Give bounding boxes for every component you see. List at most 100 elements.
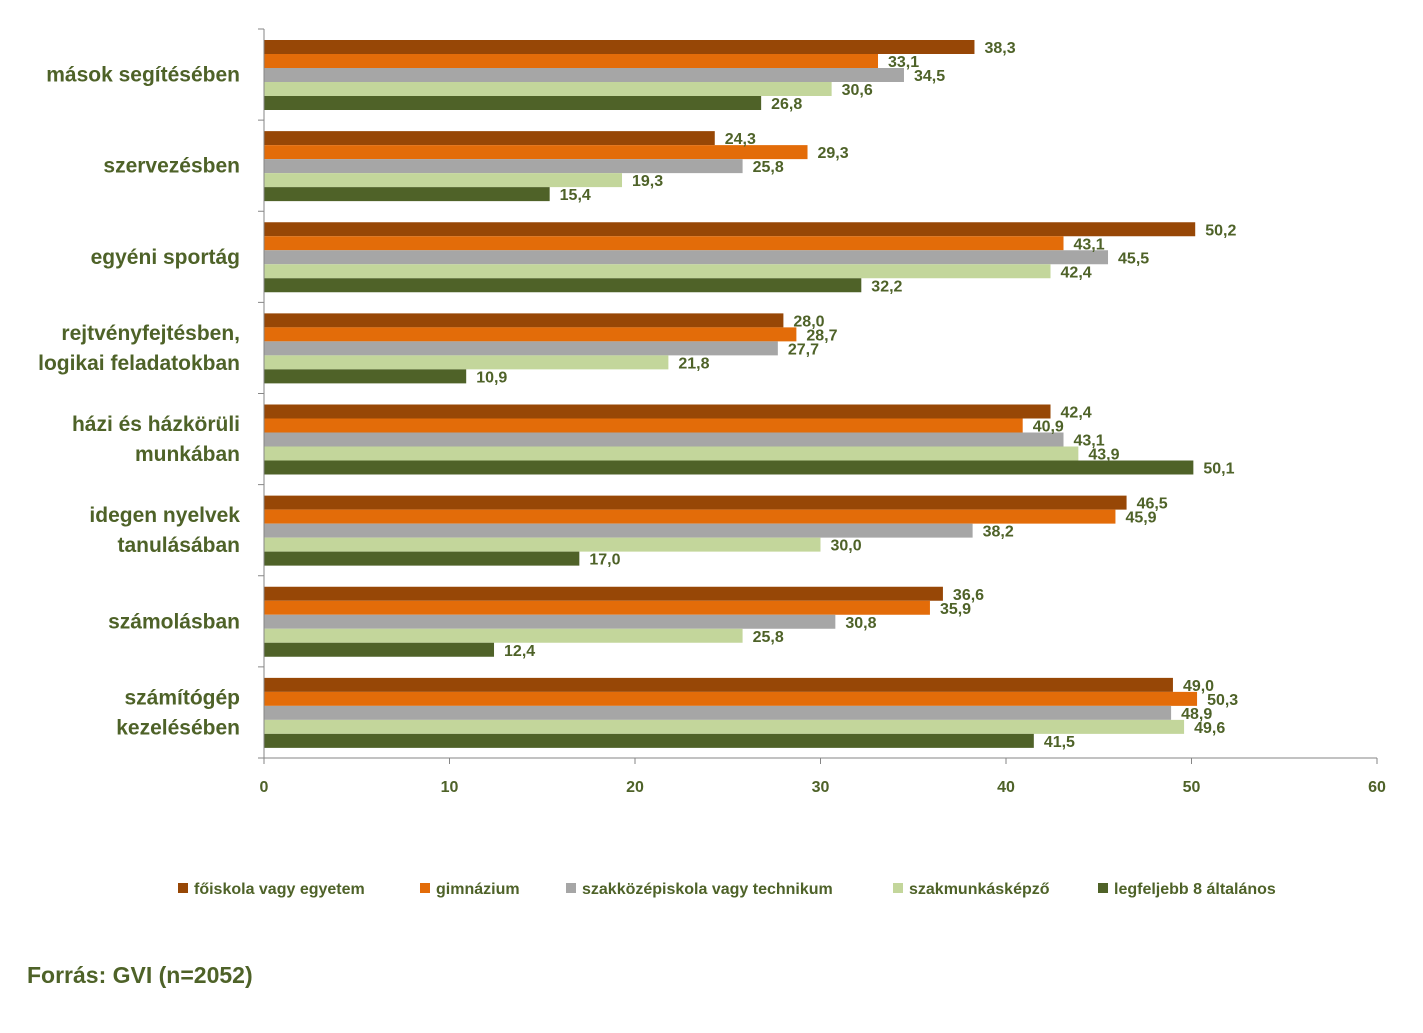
x-tick-label: 50 [1183, 779, 1201, 796]
data-label: 43,1 [1074, 433, 1105, 450]
bar-4-3 [264, 264, 1051, 279]
data-labels-layer: 38,3 24,3 50,2 28,0 42,4 46,5 36,6 49,0 33,1 29,3… [476, 40, 1238, 751]
category-label: szervezésben [103, 155, 240, 178]
data-label: 50,2 [1205, 222, 1236, 239]
bar-3-1 [264, 68, 904, 82]
bar-3-6 [264, 523, 973, 538]
data-label: 10,9 [476, 369, 507, 386]
category-label: számolásban [108, 610, 240, 633]
x-tick-label: 30 [812, 779, 830, 796]
data-label: 42,4 [1061, 405, 1092, 422]
category-label: idegen nyelvek tanulásában [89, 504, 240, 557]
bar-5-7 [264, 642, 495, 657]
x-tick-label: 10 [441, 779, 459, 796]
data-label: 49,6 [1194, 720, 1225, 737]
data-label: 43,9 [1088, 447, 1119, 464]
bar-5-6 [264, 551, 580, 566]
bar-2-8 [264, 691, 1198, 706]
bar-4-5 [264, 446, 1079, 461]
data-label: 46,5 [1137, 496, 1168, 513]
x-tick-label: 0 [260, 779, 269, 796]
data-label: 17,0 [589, 552, 620, 569]
legend-swatch [566, 883, 576, 893]
bar-2-2 [264, 145, 808, 160]
data-label: 33,1 [888, 54, 919, 71]
data-label: 32,2 [871, 278, 902, 295]
category-label: házi és házkörüli munkában [72, 413, 240, 466]
x-tick-label: 60 [1368, 779, 1386, 796]
data-label: 38,2 [983, 524, 1014, 541]
data-label: 36,6 [953, 587, 984, 604]
data-label: 48,9 [1181, 706, 1212, 723]
category-label: rejtvényfejtésben, logikai feladatokban [38, 322, 240, 375]
bar-5-2 [264, 187, 550, 202]
bar-1-2 [264, 131, 715, 146]
bar-5-4 [264, 369, 467, 384]
bar-3-8 [264, 705, 1172, 720]
data-label: 24,3 [725, 131, 756, 148]
bar-5-8 [264, 733, 1034, 748]
bar-2-6 [264, 509, 1116, 524]
bar-5-3 [264, 278, 862, 293]
bar-3-3 [264, 250, 1109, 265]
bar-1-6 [264, 495, 1127, 510]
bar-2-3 [264, 236, 1064, 251]
category-labels-layer: mások segítésében szervezésben egyéni spor… [38, 64, 240, 740]
bar-2-5 [264, 418, 1023, 433]
data-label: 30,6 [842, 82, 873, 99]
bar-4-4 [264, 355, 669, 370]
legend: főiskola vagy egyetem gimnázium szakközépi… [178, 881, 1276, 898]
data-label: 43,1 [1074, 236, 1105, 253]
bar-1-1 [264, 40, 975, 54]
x-tick-label: 20 [626, 779, 644, 796]
bar-1-4 [264, 313, 784, 328]
data-label: 40,9 [1033, 419, 1064, 436]
legend-label: gimnázium [436, 881, 520, 898]
data-label: 15,4 [560, 187, 591, 204]
category-label: mások segítésében [46, 64, 240, 87]
bars-layer [264, 40, 1198, 748]
bar-3-7 [264, 614, 836, 629]
axes-layer: 0 10 20 30 40 50 60 [258, 28, 1386, 796]
legend-label: főiskola vagy egyetem [194, 881, 365, 898]
data-label: 26,8 [771, 96, 802, 113]
bar-1-3 [264, 222, 1196, 237]
category-label: egyéni sportág [91, 246, 240, 269]
data-label: 30,0 [831, 538, 862, 555]
bar-5-5 [264, 460, 1194, 475]
bar-1-8 [264, 677, 1173, 692]
bar-2-1 [264, 54, 879, 68]
bar-5-1 [264, 96, 762, 110]
data-label: 45,9 [1125, 510, 1156, 527]
data-label: 49,0 [1183, 678, 1214, 695]
bar-4-2 [264, 173, 623, 188]
bar-4-1 [264, 82, 832, 96]
x-tick-label: 40 [997, 779, 1015, 796]
bar-4-6 [264, 537, 821, 552]
bar-3-4 [264, 341, 778, 356]
legend-swatch [893, 883, 903, 893]
bar-3-5 [264, 432, 1064, 447]
legend-label: szakközépiskola vagy technikum [582, 881, 833, 898]
data-label: 45,5 [1118, 250, 1149, 267]
data-label: 12,4 [504, 643, 535, 660]
source-note: Forrás: GVI (n=2052) [27, 962, 253, 988]
bar-1-7 [264, 586, 943, 601]
legend-label: szakmunkásképző [909, 881, 1050, 898]
data-label: 29,3 [818, 145, 849, 162]
bar-4-8 [264, 719, 1185, 734]
data-label: 50,1 [1203, 461, 1234, 478]
data-label: 19,3 [632, 173, 663, 190]
bar-3-2 [264, 159, 743, 174]
data-label: 50,3 [1207, 692, 1238, 709]
legend-label: legfeljebb 8 általános [1114, 881, 1276, 898]
bar-4-7 [264, 628, 743, 643]
bar-1-5 [264, 404, 1051, 419]
data-label: 38,3 [984, 40, 1015, 57]
legend-swatch [1098, 883, 1108, 893]
legend-swatch [420, 883, 430, 893]
data-label: 42,4 [1061, 264, 1092, 281]
data-label: 21,8 [678, 355, 709, 372]
legend-swatch [178, 883, 188, 893]
